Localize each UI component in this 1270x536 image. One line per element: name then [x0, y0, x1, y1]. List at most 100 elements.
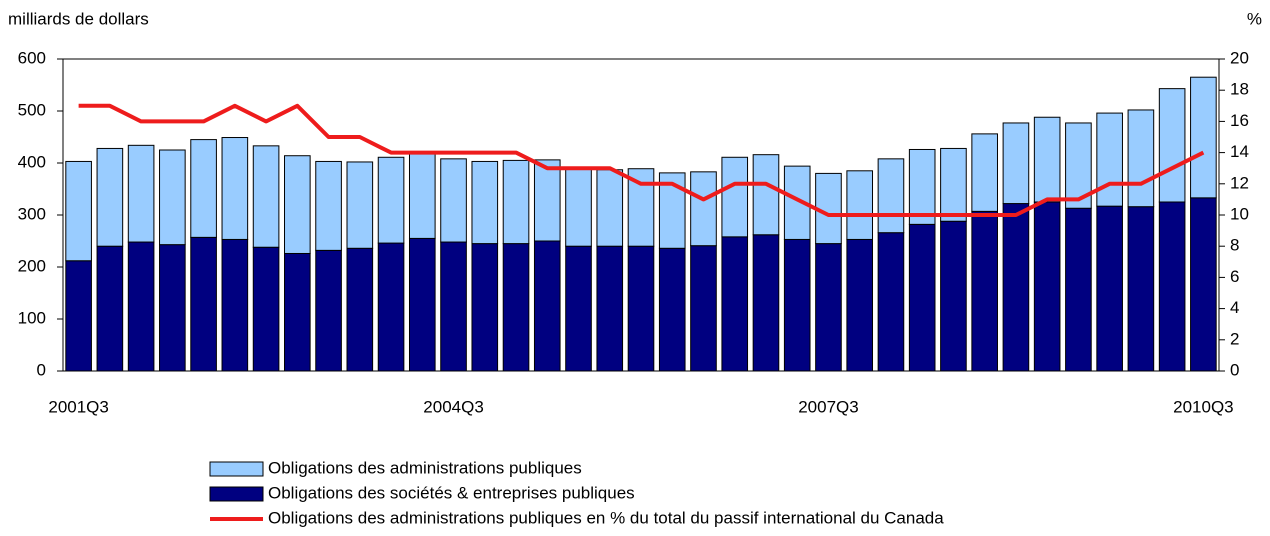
- y-axis-label: milliards de dollars: [8, 9, 149, 28]
- bar-segment: [127, 144, 155, 243]
- bar-segment: [596, 169, 624, 247]
- bar-segment: [940, 147, 967, 222]
- legend-label: Obligations des sociétés & entreprises p…: [268, 483, 635, 502]
- bar-segment: [1096, 205, 1123, 372]
- y2-tick-label: 18: [1230, 80, 1249, 99]
- bar-segment: [284, 155, 311, 254]
- bar-segment: [1002, 122, 1030, 205]
- bar-segment: [408, 152, 436, 239]
- bar-segment: [1127, 206, 1155, 372]
- bar-segment: [1158, 88, 1186, 203]
- bar-segment: [1127, 109, 1155, 208]
- bar-segment: [658, 247, 686, 372]
- bar-segment: [877, 158, 905, 234]
- bar-segment: [252, 246, 280, 372]
- y-tick-label: 0: [37, 360, 46, 379]
- bar-segment: [783, 238, 811, 372]
- bar-segment: [1065, 207, 1092, 372]
- bar-segment: [721, 236, 749, 372]
- x-tick-label: 2007Q3: [798, 397, 859, 416]
- bar-segment: [971, 210, 998, 372]
- y-tick-label: 500: [18, 100, 46, 119]
- y2-tick-label: 2: [1230, 329, 1239, 348]
- bar-segment: [159, 149, 186, 246]
- bar-segment: [846, 238, 874, 372]
- y2-tick-label: 12: [1230, 173, 1249, 192]
- bar-segment: [908, 148, 936, 225]
- bar-segment: [1190, 197, 1217, 372]
- bar-segment: [315, 160, 342, 251]
- bar-segment: [752, 234, 780, 372]
- bar-segment: [408, 237, 436, 372]
- bar-segment: [565, 245, 592, 372]
- bar-segment: [815, 172, 842, 245]
- bar-segment: [190, 236, 217, 372]
- bar-segment: [565, 167, 592, 247]
- bar-segment: [690, 245, 717, 372]
- y2-tick-label: 6: [1230, 267, 1239, 286]
- legend-label: Obligations des administrations publique…: [268, 458, 582, 477]
- y2-tick-label: 8: [1230, 236, 1239, 255]
- y-tick-label: 200: [18, 256, 46, 275]
- bar-segment: [1033, 116, 1061, 203]
- bar-segment: [190, 139, 217, 238]
- bar-segment: [127, 241, 155, 372]
- y2-axis-label: %: [1247, 9, 1262, 28]
- bar-segment: [627, 245, 655, 372]
- y-tick-label: 300: [18, 204, 46, 223]
- bar-segment: [440, 158, 467, 243]
- bar-segment: [940, 220, 967, 372]
- bar-segment: [96, 245, 124, 372]
- bar-segment: [221, 238, 249, 372]
- bar-segment: [65, 260, 92, 372]
- bar-segment: [1158, 201, 1186, 372]
- bar-segment: [533, 159, 561, 242]
- y2-tick-label: 16: [1230, 111, 1249, 130]
- x-tick-label: 2010Q3: [1173, 397, 1234, 416]
- y-tick-label: 100: [18, 308, 46, 327]
- bar-segment: [346, 247, 374, 372]
- bar-segment: [346, 161, 374, 249]
- y2-tick-label: 0: [1230, 360, 1239, 379]
- bar-segment: [533, 240, 561, 372]
- line-series: [78, 103, 1205, 217]
- bar-segment: [252, 145, 280, 248]
- y2-tick-label: 4: [1230, 298, 1239, 317]
- bar-segment: [783, 165, 811, 240]
- bar-segment: [752, 154, 780, 236]
- bar-segment: [690, 171, 717, 247]
- bar-segment: [908, 223, 936, 372]
- bar-segment: [971, 133, 998, 212]
- bar-segment: [1002, 203, 1030, 372]
- legend-label: Obligations des administrations publique…: [268, 508, 944, 527]
- bar-segment: [596, 245, 624, 372]
- bar-segment: [846, 170, 874, 240]
- y-tick-label: 600: [18, 48, 46, 67]
- x-tick-label: 2004Q3: [423, 397, 484, 416]
- y2-tick-label: 20: [1230, 48, 1249, 67]
- bar-segment: [1190, 76, 1217, 199]
- legend-swatch: [209, 486, 264, 502]
- bar-segment: [377, 242, 405, 372]
- bar-segment: [221, 137, 249, 240]
- y2-tick-label: 14: [1230, 142, 1249, 161]
- bar-segment: [315, 249, 342, 372]
- y-tick-label: 400: [18, 152, 46, 171]
- bar-segment: [471, 160, 499, 245]
- bar-segment: [502, 243, 530, 372]
- bar-segment: [65, 160, 92, 262]
- y2-tick-label: 10: [1230, 204, 1249, 223]
- bar-segment: [815, 243, 842, 372]
- bar-segment: [877, 232, 905, 372]
- x-tick-label: 2001Q3: [48, 397, 109, 416]
- bar-segment: [440, 241, 467, 372]
- bar-segment: [159, 244, 186, 372]
- bar-segment: [471, 243, 499, 372]
- bar-segment: [721, 156, 749, 238]
- legend-swatch: [209, 461, 264, 477]
- bar-segment: [502, 159, 530, 245]
- bar-segment: [1033, 201, 1061, 372]
- bar-segment: [377, 156, 405, 244]
- bar-segment: [284, 252, 311, 372]
